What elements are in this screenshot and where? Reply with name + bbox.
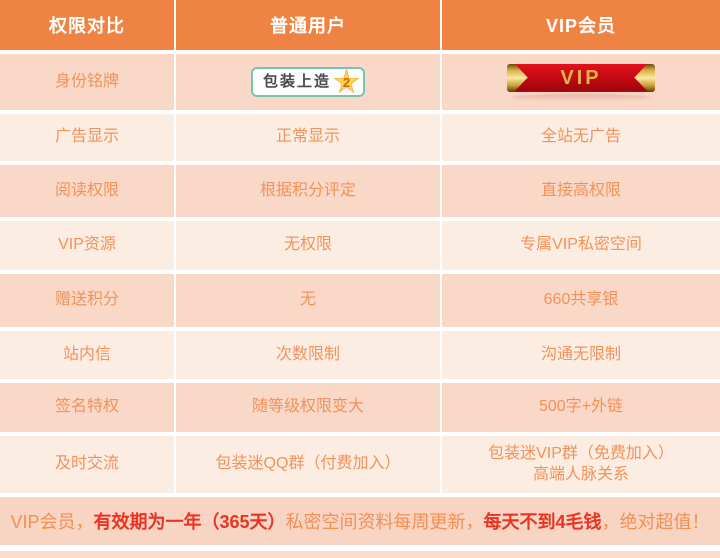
vip-value: 专属VIP私密空间 bbox=[442, 221, 720, 270]
table-row-reading: 阅读权限 根据积分评定 直接高权限 bbox=[0, 165, 720, 217]
table-row-site-message: 站内信 次数限制 沟通无限制 bbox=[0, 331, 720, 379]
vip-badge-reflection bbox=[511, 93, 651, 101]
normal-value: 无 bbox=[176, 274, 440, 327]
normal-value: 根据积分评定 bbox=[176, 165, 440, 217]
vip-value: 660共享银 bbox=[442, 274, 720, 327]
normal-nameplate-cell: 包装上造 2 bbox=[176, 54, 440, 110]
promo-text-highlight: 有效期为一年（365天） bbox=[93, 512, 286, 532]
feature-label: 身份铭牌 bbox=[0, 54, 174, 110]
feature-label: 阅读权限 bbox=[0, 165, 174, 217]
feature-label: 站内信 bbox=[0, 331, 174, 379]
star-icon: 2 bbox=[333, 68, 360, 96]
promo-text-segment: ，绝对超值！ bbox=[601, 512, 710, 532]
vip-value: 沟通无限制 bbox=[442, 331, 720, 379]
table-row-nameplate: 身份铭牌 包装上造 2 VIP bbox=[0, 54, 720, 110]
table-row-signature: 签名特权 随等级权限变大 500字+外链 bbox=[0, 383, 720, 432]
table-row-gift-points: 赠送积分 无 660共享银 bbox=[0, 274, 720, 327]
feature-label: 签名特权 bbox=[0, 383, 174, 432]
normal-value: 随等级权限变大 bbox=[176, 383, 440, 432]
promo-text-segment: VIP会员， bbox=[10, 512, 94, 532]
vip-value-line1: 包装迷VIP群（免费加入） bbox=[488, 444, 674, 462]
star-level-number: 2 bbox=[342, 74, 351, 90]
table-header-row: 权限对比 普通用户 VIP会员 bbox=[0, 0, 720, 50]
vip-value: 直接高权限 bbox=[442, 165, 720, 217]
feature-label: VIP资源 bbox=[0, 221, 174, 270]
normal-user-badge: 包装上造 2 bbox=[250, 67, 365, 97]
next-section-strip bbox=[0, 551, 720, 558]
normal-value: 包装迷QQ群（付费加入） bbox=[176, 436, 440, 493]
vip-badge-label: VIP bbox=[560, 66, 602, 89]
normal-user-badge-label: 包装上造 bbox=[262, 73, 331, 91]
promo-text-segment: 私密空间资料每周更新， bbox=[285, 512, 484, 532]
table-row-ads: 广告显示 正常显示 全站无广告 bbox=[0, 114, 720, 161]
header-cell-vip-member: VIP会员 bbox=[442, 0, 720, 50]
table-row-vip-resources: VIP资源 无权限 专属VIP私密空间 bbox=[0, 221, 720, 270]
vip-value-line2: 高端人脉关系 bbox=[532, 465, 629, 483]
normal-value: 无权限 bbox=[176, 221, 440, 270]
vip-value: 全站无广告 bbox=[442, 114, 720, 161]
vip-badge-red-ribbon bbox=[514, 63, 648, 92]
header-cell-normal-user: 普通用户 bbox=[176, 0, 440, 50]
feature-label: 及时交流 bbox=[0, 436, 174, 493]
normal-value: 正常显示 bbox=[176, 114, 440, 161]
promo-text-highlight: 每天不到4毛钱 bbox=[483, 512, 602, 532]
promo-bar: VIP会员， 有效期为一年（365天） 私密空间资料每周更新， 每天不到4毛钱 ，绝对超… bbox=[0, 497, 720, 545]
normal-value: 次数限制 bbox=[176, 331, 440, 379]
feature-label: 广告显示 bbox=[0, 114, 174, 161]
vip-ribbon-badge: VIP bbox=[507, 63, 655, 92]
vip-nameplate-cell: VIP bbox=[442, 54, 720, 110]
feature-label: 赠送积分 bbox=[0, 274, 174, 327]
header-cell-feature: 权限对比 bbox=[0, 0, 174, 50]
table-row-communication: 及时交流 包装迷QQ群（付费加入） 包装迷VIP群（免费加入） 高端人脉关系 bbox=[0, 436, 720, 493]
vip-value: 500字+外链 bbox=[442, 383, 720, 432]
vip-value: 包装迷VIP群（免费加入） 高端人脉关系 bbox=[442, 436, 720, 493]
